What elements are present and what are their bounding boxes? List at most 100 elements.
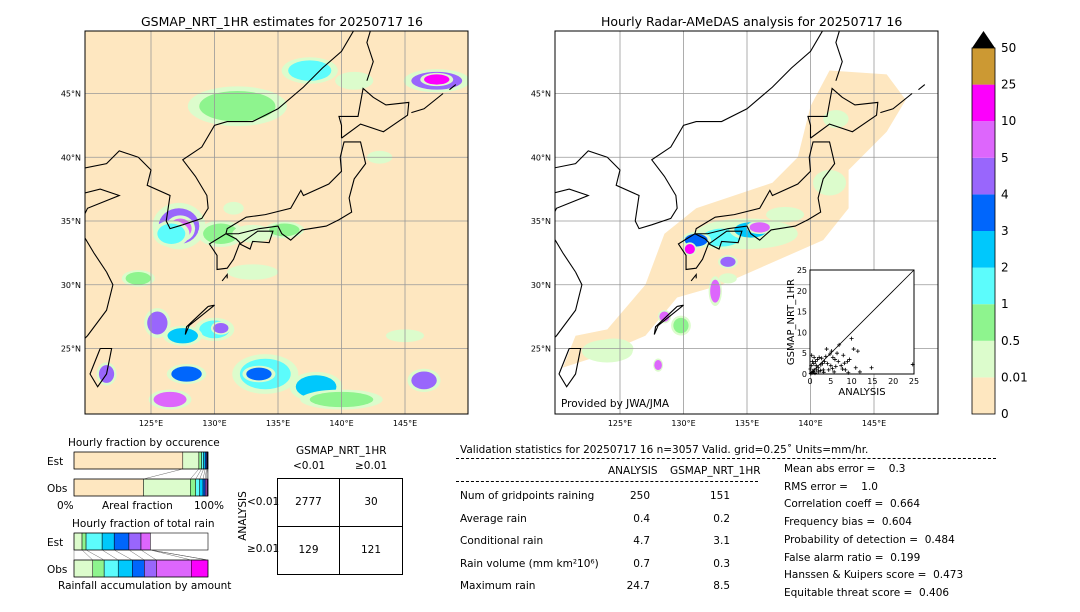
scatter-point [816, 369, 821, 374]
scatter-point [845, 359, 850, 364]
scatter-point [846, 370, 851, 375]
coastline [225, 141, 367, 241]
scatter-point [840, 367, 845, 372]
connector-line [81, 549, 93, 561]
colorbar-label: 0.5 [1001, 334, 1020, 348]
lat-tick-label: 40°N [531, 153, 551, 162]
connector-line [205, 468, 208, 480]
scatter-point [821, 370, 826, 375]
rain-cell [720, 256, 736, 267]
lon-tick-label: 125°E [139, 419, 163, 428]
stats-row-label: Average rain [460, 512, 527, 525]
rain-cell [203, 223, 239, 244]
scatter-point [809, 363, 814, 368]
occ-est-bar-frame [73, 451, 209, 470]
colorbar-extend-triangle [972, 31, 995, 48]
rain-cell [411, 371, 437, 390]
rain-cell [147, 311, 168, 335]
scatter-y-tick: 25 [797, 266, 807, 275]
colorbar-label: 0.01 [1001, 370, 1028, 384]
stats-divider [456, 458, 996, 459]
scatter-point [810, 369, 815, 374]
stats-header: Validation statistics for 20250717 16 n=… [460, 444, 869, 456]
connector-line [204, 468, 207, 480]
colorbar-label: 1 [1001, 297, 1009, 311]
rain-est-bar-segment [128, 532, 142, 551]
rain-cell [199, 90, 276, 122]
rain-obs-bar-segment [156, 559, 192, 578]
coastline [239, 230, 274, 250]
coastline [449, 84, 457, 91]
stats-col-divider [456, 481, 758, 482]
scatter-point [817, 355, 822, 360]
colorbar-label: 4 [1001, 187, 1009, 201]
occ-obs-label: Obs [47, 483, 68, 495]
scatter-point [823, 354, 828, 359]
coastline [338, 87, 410, 139]
colorbar-label: 10 [1001, 114, 1016, 128]
lon-tick-label: 135°E [266, 419, 290, 428]
lat-tick-label: 30°N [531, 281, 551, 290]
scatter-point [830, 355, 835, 360]
coastline [85, 150, 139, 273]
scatter-point [853, 365, 858, 370]
rain-cell [213, 323, 229, 334]
connector-line [143, 468, 183, 480]
right-map-frame [554, 30, 939, 415]
colorbar-segment [972, 121, 995, 158]
stats-row-gsmap: 8.5 [713, 580, 730, 592]
occ-obs-bar-segment [190, 478, 196, 497]
scatter-x-tick: 10 [847, 377, 857, 386]
stats-row-analysis: 4.7 [633, 535, 650, 547]
stats-row-gsmap: 151 [709, 490, 730, 502]
colorbar-label: 50 [1001, 41, 1016, 55]
rain-cell [246, 367, 272, 381]
rain-est-bar-segment [85, 532, 103, 551]
rain-frac-title: Hourly fraction of total rain [72, 518, 215, 530]
stats-col-analysis: ANALYSIS [608, 465, 658, 477]
lon-tick-label: 140°E [798, 419, 822, 428]
scatter-x-tick: 25 [909, 377, 919, 386]
lon-tick-label: 130°E [671, 419, 695, 428]
scatter-point [818, 368, 823, 373]
stats-col-gsmap: GSMAP_NRT_1HR [670, 465, 761, 477]
score-line: Mean abs error = 0.3 [784, 463, 906, 475]
stats-row-label: Conditional rain [460, 535, 544, 547]
lon-tick-label: 135°E [735, 419, 759, 428]
rain-obs-bar-segment [73, 559, 94, 578]
coastline [366, 31, 374, 81]
scatter-y-tick: 10 [797, 328, 807, 337]
connector-line [128, 549, 145, 561]
coastline [606, 31, 824, 230]
rain-cell [710, 279, 721, 303]
lat-tick-label: 45°N [531, 90, 551, 99]
lat-tick-label: 30°N [61, 281, 81, 290]
contingency-table: 2777 30 129 121 [277, 478, 403, 575]
maps-layer: 125°E 130°E 135°E 140°E 145°E 45°N 40°N 35°N 30°… [61, 30, 1028, 428]
colorbar-segment [972, 48, 995, 85]
colorbar-label: 2 [1001, 261, 1009, 275]
scatter-point [814, 367, 819, 372]
score-line: Frequency bias = 0.604 [784, 516, 912, 529]
coastline [880, 93, 913, 114]
scatter-point [808, 367, 813, 372]
rain-obs-bar-segment [117, 559, 133, 578]
connector-line [140, 549, 157, 561]
scatter-point [813, 359, 818, 364]
cell-hits-none: 2777 [278, 479, 340, 527]
occurrence-title: Hourly fraction by occurence [68, 437, 220, 449]
stats-row-label: Maximum rain [460, 580, 536, 592]
rain-cell [223, 201, 244, 215]
occ-tick-0: 0% [57, 500, 74, 512]
rain-cell [171, 366, 202, 382]
occ-obs-bar-frame [73, 478, 209, 497]
colorbar-segment [972, 84, 995, 122]
colorbar-segment [972, 304, 995, 341]
rain-obs-bar-segment [92, 559, 105, 578]
rain-est-label: Est [47, 537, 64, 549]
right-map-title: Hourly Radar-AMeDAS analysis for 2025071… [601, 14, 903, 29]
rain-obs-bar-frame [73, 559, 209, 578]
cell-false-alarm: 30 [340, 479, 402, 527]
stats-row-label: Rain volume (mm km²10⁶) [460, 557, 599, 570]
